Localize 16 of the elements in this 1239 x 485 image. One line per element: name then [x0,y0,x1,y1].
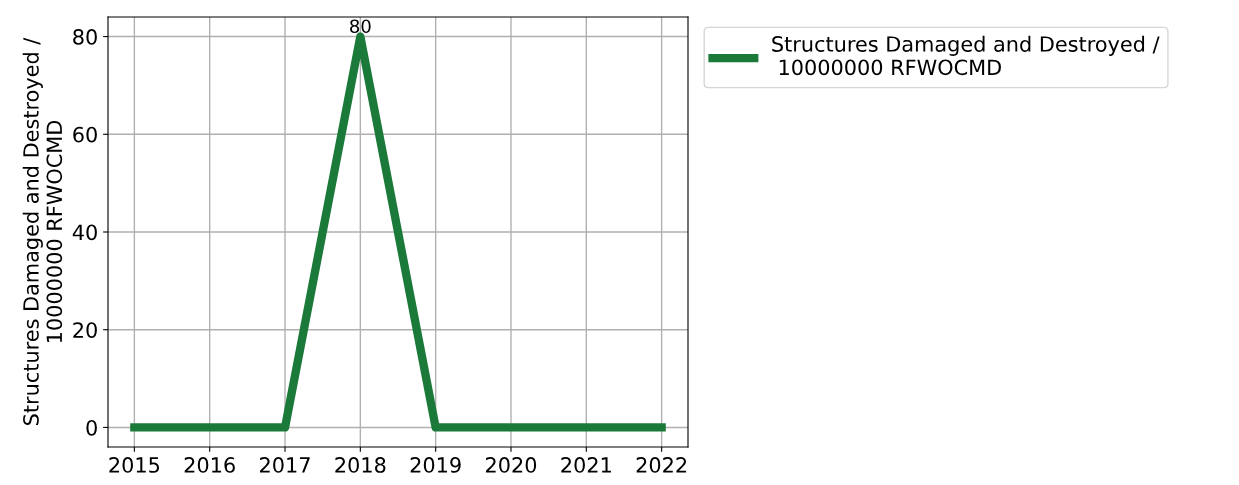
x-tick-label: 2016 [184,457,235,473]
x-tick-label: 2020 [486,457,537,473]
x-tick-label: 2019 [410,457,461,473]
y-tick-label: 40 [72,224,97,241]
data-label: 80 [350,19,371,34]
x-tick-label: 2021 [561,457,611,473]
y-axis-title: Structures Damaged and Destroyed / 10000000 RFWOCMD [22,37,63,425]
x-tick-label: 2018 [335,457,386,473]
y-tick-label: 20 [73,322,97,338]
x-tick-label: 2017 [260,457,310,473]
x-tick-label: 2015 [109,457,160,473]
x-tick-label: 2022 [636,457,687,473]
y-tick-label: 60 [73,126,97,143]
y-tick-label: 0 [86,419,97,436]
legend-label: Structures Damaged and Destroyed / 10000000 RFWOCMD [772,35,1160,76]
y-tick-label: 80 [73,29,97,45]
